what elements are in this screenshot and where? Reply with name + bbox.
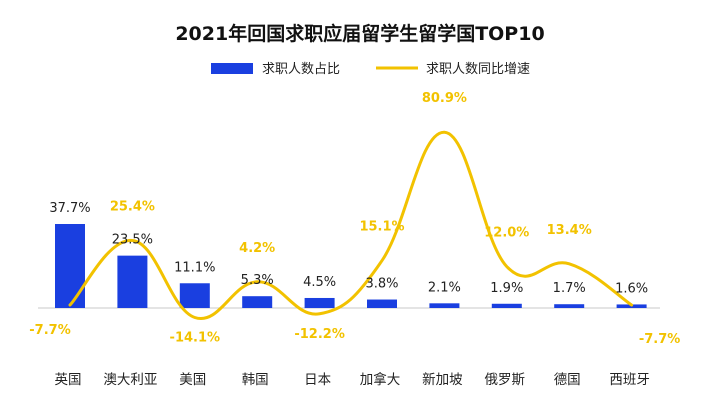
category-label-4: 日本 [304,372,331,388]
bar-label-4: 4.5% [303,275,336,290]
line-label-4: -12.2% [294,327,345,342]
bar-1 [117,255,148,308]
bar-8 [554,304,585,308]
category-label-0: 英国 [55,371,82,388]
line-label-3: 4.2% [239,241,275,256]
category-label-6: 新加坡 [422,372,463,388]
bar-label-9: 1.6% [615,281,648,296]
category-label-3: 韩国 [242,372,269,388]
bar-label-3: 5.3% [241,273,274,288]
legend: 求职人数占比 求职人数同比增速 [211,62,530,77]
category-label-1: 澳大利亚 [103,372,157,388]
bar-label-8: 1.7% [553,281,586,296]
bar-6 [429,303,460,308]
bar-2 [179,283,210,308]
chart-title: 2021年回国求职应届留学生留学国TOP10 [175,22,544,45]
line-label-0: -7.7% [29,323,70,338]
legend-bar-swatch [211,63,253,74]
category-label-2: 美国 [179,372,206,388]
bar-7 [491,303,522,308]
bar-label-2: 11.1% [174,260,215,275]
growth-line [68,130,634,321]
bar-label-7: 1.9% [490,281,523,296]
legend-bar-label: 求职人数占比 [262,62,340,77]
line-label-8: 13.4% [547,223,592,238]
line-label-6: 80.9% [422,91,467,106]
line-label-7: 12.0% [484,226,529,241]
bar-5 [367,299,397,308]
category-label-9: 西班牙 [609,372,650,388]
line-label-2: -14.1% [170,330,221,345]
category-label-8: 德国 [554,372,581,388]
line-label-5: 15.1% [359,220,404,235]
category-label-5: 加拿大 [360,371,401,388]
bar-label-0: 37.7% [49,201,90,216]
line-label-1: 25.4% [110,199,155,214]
bar-0 [55,224,85,308]
category-label-7: 俄罗斯 [485,372,526,388]
line-label-9: -7.7% [639,332,680,347]
legend-line-label: 求职人数同比增速 [426,62,530,77]
bar-3 [242,296,273,308]
bar-label-5: 3.8% [365,277,398,292]
bar-label-6: 2.1% [428,280,461,295]
bar-label-1: 23.5% [112,233,153,248]
bar-4 [304,297,335,308]
